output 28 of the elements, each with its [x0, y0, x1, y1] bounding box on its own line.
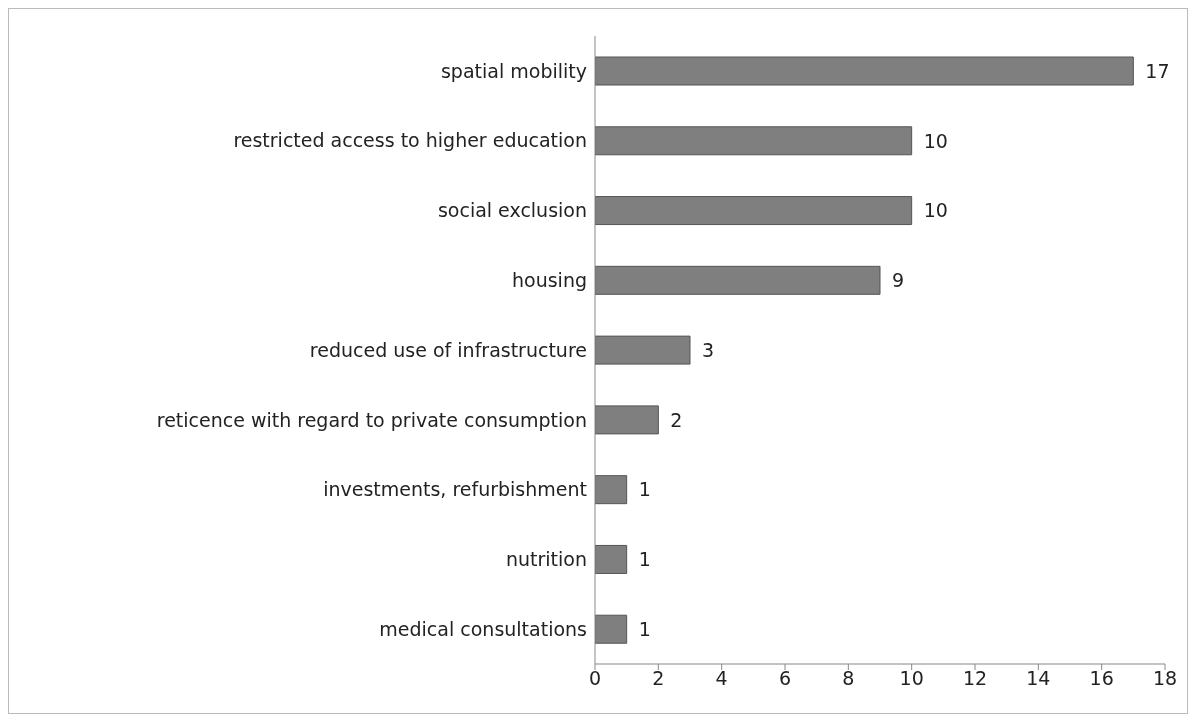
- x-tick-label: 18: [1152, 667, 1178, 690]
- x-tick-label: 2: [652, 667, 665, 690]
- y-tick-label: restricted access to higher education: [233, 129, 587, 152]
- data-label: 10: [923, 199, 948, 222]
- x-tick-label: 10: [899, 667, 924, 690]
- y-tick-label: housing: [512, 268, 587, 291]
- y-tick-label: medical consultations: [379, 617, 587, 640]
- y-tick-label: reduced use of infrastructure: [309, 338, 587, 361]
- data-label: 2: [670, 408, 683, 431]
- x-tick-label: 8: [842, 667, 855, 690]
- data-label: 3: [702, 338, 715, 361]
- data-label: 10: [923, 129, 948, 152]
- x-tick-label: 4: [715, 667, 728, 690]
- y-tick-label: nutrition: [505, 548, 587, 571]
- data-label: 1: [638, 617, 651, 640]
- y-tick-label: social exclusion: [437, 199, 587, 222]
- y-tick-label: investments, refurbishment: [323, 478, 587, 501]
- x-tick-label: 12: [962, 667, 988, 690]
- x-tick-label: 16: [1089, 667, 1114, 690]
- y-tick-label: reticence with regard to private consumption: [156, 408, 587, 431]
- y-tick-label: spatial mobility: [440, 59, 587, 82]
- data-label: 1: [638, 548, 651, 571]
- data-label: 17: [1145, 59, 1170, 82]
- data-label: 9: [892, 269, 905, 292]
- data-label: 1: [638, 478, 651, 501]
- x-tick-label: 14: [1026, 667, 1051, 690]
- x-tick-label: 6: [778, 667, 792, 690]
- x-tick-label: 0: [588, 667, 602, 690]
